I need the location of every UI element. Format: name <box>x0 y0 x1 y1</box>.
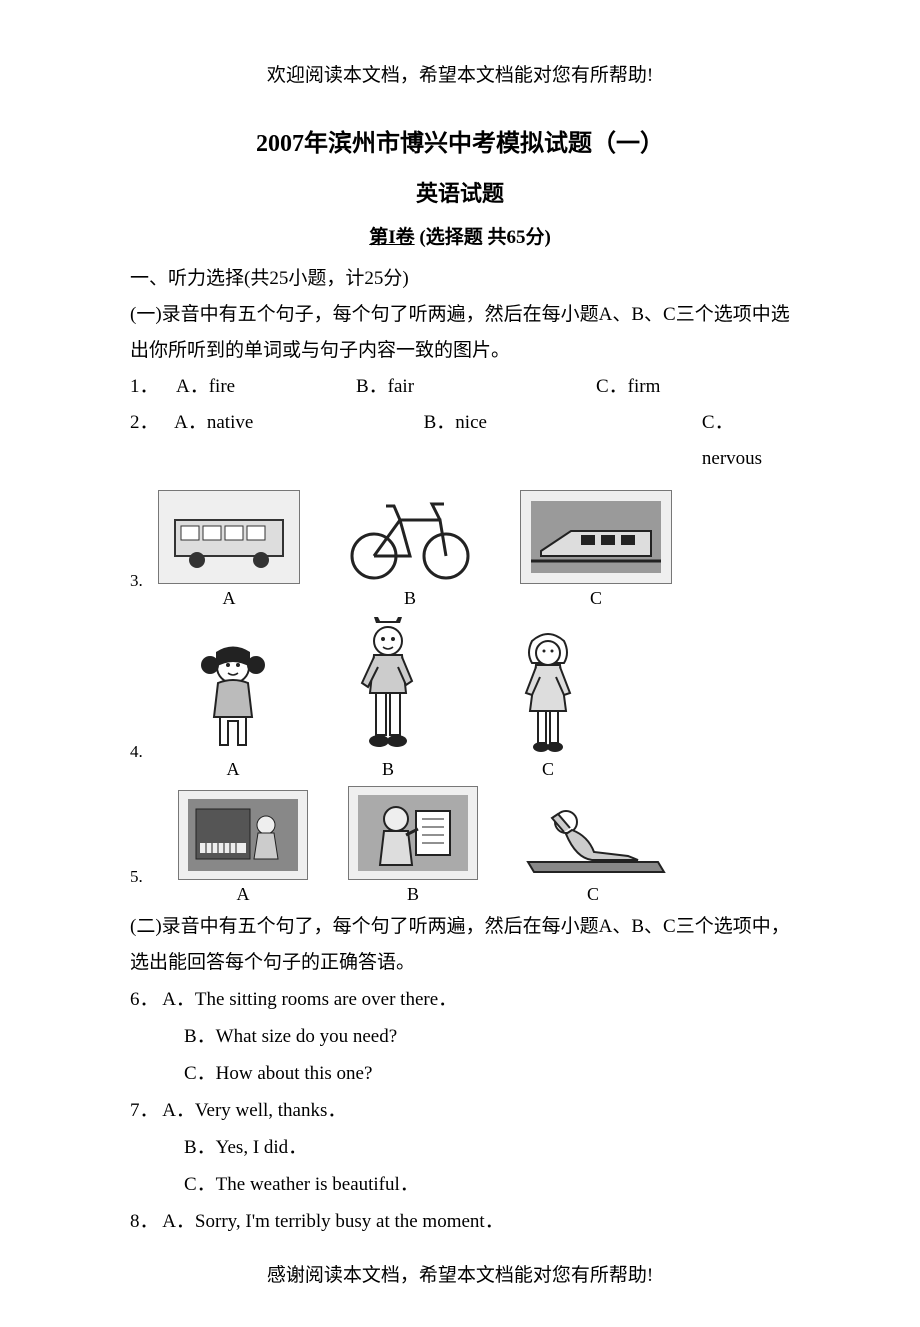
girl-icon <box>508 627 588 755</box>
document-page: 欢迎阅读本文档，希望本文档能对您有所帮助! 2007年滨州市博兴中考模拟试题（一… <box>0 0 920 1327</box>
footer-note: 感谢阅读本文档，希望本文档能对您有所帮助! <box>130 1260 790 1287</box>
q3-option-b-cell: B <box>340 484 480 609</box>
q1-option-b: B．fair <box>356 369 596 405</box>
subsection2-instructions: (二)录音中有五个句了，每个句了听两遍，然后在每小题A、B、C三个选项中，选出能… <box>130 909 790 981</box>
situp-icon <box>518 800 668 880</box>
q1-option-c: C．firm <box>596 369 660 405</box>
q3-num: 3. <box>130 571 158 591</box>
question-5: 5. A <box>130 786 790 905</box>
question-8: 8． A．Sorry, I'm terribly busy at the mom… <box>130 1203 790 1240</box>
question-2: 2． A．native B．nice C．nervous <box>130 405 790 477</box>
q5-option-b-cell: B <box>348 786 478 905</box>
q3-label-a: A <box>158 588 300 609</box>
title-main: 2007年滨州市博兴中考模拟试题（一） <box>130 123 790 158</box>
q3-label-b: B <box>340 588 480 609</box>
q4-option-b-cell: B <box>348 615 428 780</box>
q6-option-c: C．How about this one? <box>130 1055 790 1092</box>
train-icon <box>520 490 672 584</box>
q3-option-a-cell: A <box>158 490 300 609</box>
q5-num: 5. <box>130 867 158 887</box>
question-7: 7． A．Very well, thanks． B．Yes, I did． C．… <box>130 1092 790 1203</box>
subsection1-instructions: (一)录音中有五个句子，每个句了听两遍，然后在每小题A、B、C三个选项中选出你所… <box>130 297 790 369</box>
q4-option-a-cell: A <box>188 637 278 780</box>
q8-option-a: 8． A．Sorry, I'm terribly busy at the mom… <box>130 1203 790 1240</box>
header-note: 欢迎阅读本文档，希望本文档能对您有所帮助! <box>130 60 790 87</box>
q6-option-a: 6． A．The sitting rooms are over there． <box>130 981 790 1018</box>
q4-label-a: A <box>188 759 278 780</box>
q1-option-a: A．fire <box>176 369 356 405</box>
q2-num: 2． <box>130 405 174 477</box>
bus-icon <box>158 490 300 584</box>
q4-num: 4. <box>130 742 158 762</box>
q7-option-a: 7． A．Very well, thanks． <box>130 1092 790 1129</box>
girl-pigtails-icon <box>188 637 278 755</box>
q4-label-c: C <box>508 759 588 780</box>
q3-label-c: C <box>520 588 672 609</box>
q5-option-c-cell: C <box>518 800 668 905</box>
q5-label-b: B <box>348 884 478 905</box>
q2-option-c: C．nervous <box>702 405 790 477</box>
q3-option-c-cell: C <box>520 490 672 609</box>
q7-option-b: B．Yes, I did． <box>130 1129 790 1166</box>
section1-heading: 一、听力选择(共25小题，计25分) <box>130 261 790 297</box>
q4-option-c-cell: C <box>508 627 588 780</box>
q6-option-b: B．What size do you need? <box>130 1018 790 1055</box>
boy-icon <box>348 615 428 755</box>
q2-option-a: A．native <box>174 405 423 477</box>
q5-label-c: C <box>518 884 668 905</box>
bike-icon <box>340 484 480 584</box>
section-volume: 第I卷 <box>369 227 414 248</box>
section-desc: (选择题 共65分) <box>415 227 551 248</box>
title-section: 第I卷 (选择题 共65分) <box>130 222 790 249</box>
question-1: 1． A．fire B．fair C．firm <box>130 369 790 405</box>
q5-option-a-cell: A <box>178 790 308 905</box>
question-4: 4. A <box>130 615 790 780</box>
q5-label-a: A <box>178 884 308 905</box>
question-6: 6． A．The sitting rooms are over there． B… <box>130 981 790 1092</box>
reading-icon <box>348 786 478 880</box>
q2-option-b: B．nice <box>424 405 702 477</box>
q1-num: 1． <box>130 369 176 405</box>
question-3: 3. A <box>130 484 790 609</box>
title-subject: 英语试题 <box>130 176 790 208</box>
q7-option-c: C．The weather is beautiful． <box>130 1166 790 1203</box>
q4-label-b: B <box>348 759 428 780</box>
piano-icon <box>178 790 308 880</box>
